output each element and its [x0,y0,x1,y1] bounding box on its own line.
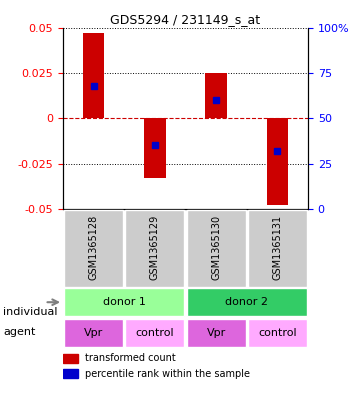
Text: Vpr: Vpr [206,328,226,338]
Text: transformed count: transformed count [85,353,176,363]
Text: GSM1365129: GSM1365129 [150,215,160,281]
Text: donor 1: donor 1 [103,297,146,307]
FancyBboxPatch shape [248,211,307,286]
Text: agent: agent [4,327,36,337]
Text: GSM1365131: GSM1365131 [272,215,282,280]
FancyBboxPatch shape [248,320,307,347]
Title: GDS5294 / 231149_s_at: GDS5294 / 231149_s_at [111,13,260,26]
Text: control: control [135,328,174,338]
Bar [267,118,288,205]
Text: Vpr: Vpr [84,328,103,338]
Text: individual: individual [4,307,58,318]
FancyBboxPatch shape [64,320,123,347]
Bar [144,118,166,178]
FancyBboxPatch shape [64,211,123,286]
Text: GSM1365128: GSM1365128 [89,215,99,281]
FancyBboxPatch shape [125,211,184,286]
Text: donor 2: donor 2 [225,297,268,307]
FancyBboxPatch shape [187,320,245,347]
Bar [63,369,78,378]
FancyBboxPatch shape [125,320,184,347]
FancyBboxPatch shape [64,288,184,316]
Bar [83,33,104,118]
FancyBboxPatch shape [187,288,307,316]
Text: percentile rank within the sample: percentile rank within the sample [85,369,250,378]
Bar [205,73,227,118]
FancyBboxPatch shape [187,211,245,286]
Bar [63,354,78,363]
Text: GSM1365130: GSM1365130 [211,215,221,280]
Text: control: control [258,328,297,338]
